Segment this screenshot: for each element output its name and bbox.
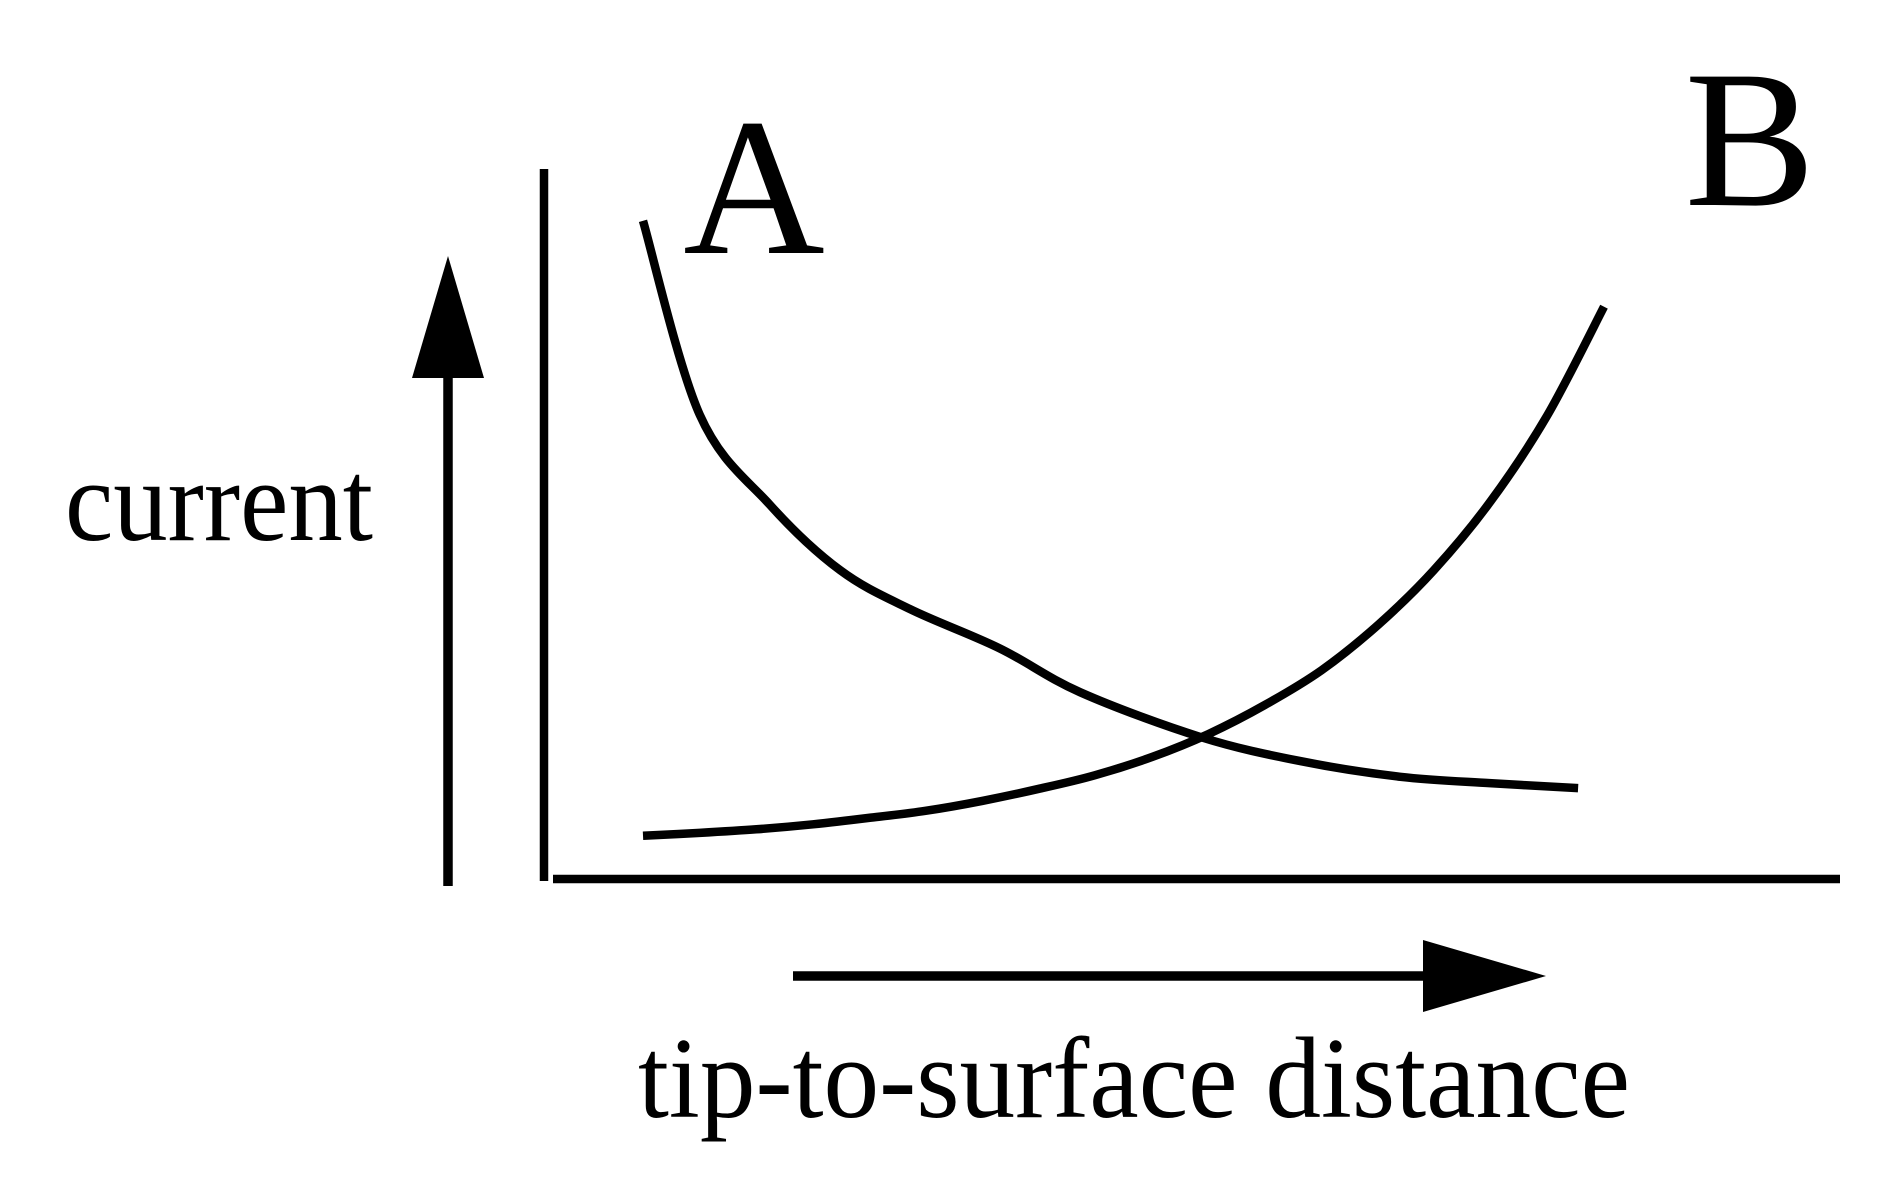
- curve-b-label: B: [1685, 31, 1816, 248]
- x-direction-arrow: [793, 940, 1546, 1012]
- curve-a-label: A: [683, 79, 825, 296]
- y-axis-label: current: [65, 438, 373, 565]
- up-arrow-head-icon: [412, 256, 484, 378]
- y-direction-arrow: [412, 256, 484, 886]
- right-arrow-head-icon: [1423, 940, 1546, 1012]
- curve-a: [638, 219, 1579, 793]
- curve-b: [642, 304, 1608, 840]
- x-axis-label: tip-to-surface distance: [638, 1015, 1630, 1142]
